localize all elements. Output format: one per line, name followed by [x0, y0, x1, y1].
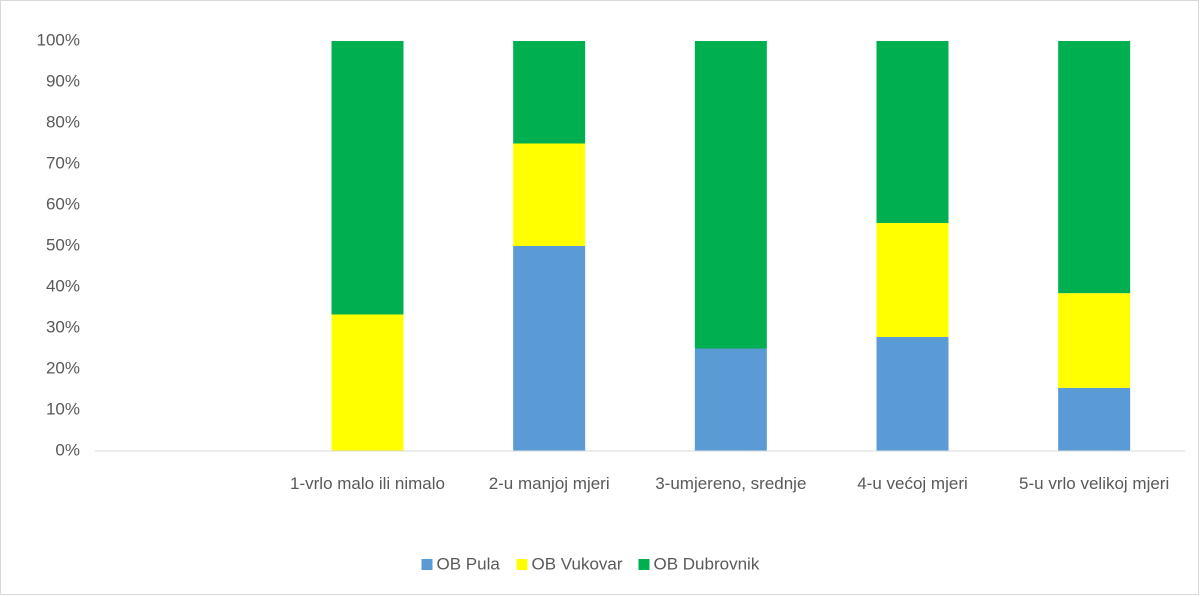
y-tick-label: 60%	[46, 194, 80, 213]
bar-segment	[694, 41, 767, 349]
bar-segment	[1058, 387, 1131, 451]
x-tick-label: 4-u većoj mjeri	[857, 474, 968, 493]
y-tick-label: 30%	[46, 317, 80, 336]
bar-segment	[513, 246, 586, 451]
legend-swatch	[421, 559, 433, 570]
legend-swatch	[638, 559, 650, 570]
x-tick-label: 1-vrlo malo ili nimalo	[290, 474, 445, 493]
legend-label: OB Pula	[437, 554, 501, 573]
y-tick-label: 40%	[46, 276, 80, 295]
x-tick-label: 3-umjereno, srednje	[655, 474, 807, 493]
bar-segment	[513, 41, 586, 144]
x-tick-label: 5-u vrlo velikoj mjeri	[1019, 474, 1170, 493]
y-tick-label: 100%	[37, 30, 80, 49]
legend-label: OB Dubrovnik	[654, 554, 760, 573]
y-tick-label: 0%	[55, 440, 80, 459]
bar-segment	[694, 348, 767, 451]
legend-swatch	[516, 559, 528, 570]
legend-label: OB Vukovar	[532, 554, 623, 573]
y-tick-label: 50%	[46, 235, 80, 254]
y-tick-label: 70%	[46, 153, 80, 172]
bar-segment	[331, 41, 404, 315]
y-tick-label: 10%	[46, 399, 80, 418]
bar-segment	[876, 223, 949, 338]
bar-segment	[1058, 41, 1131, 294]
y-tick-label: 90%	[46, 71, 80, 90]
bar-segment	[1058, 293, 1131, 388]
x-tick-label: 2-u manjoj mjeri	[488, 474, 610, 493]
bar-segment	[331, 314, 404, 451]
y-tick-label: 20%	[46, 358, 80, 377]
bar-segment	[513, 143, 586, 246]
bar-segment	[876, 337, 949, 451]
y-tick-label: 80%	[46, 112, 80, 131]
bar-segment	[876, 41, 949, 224]
